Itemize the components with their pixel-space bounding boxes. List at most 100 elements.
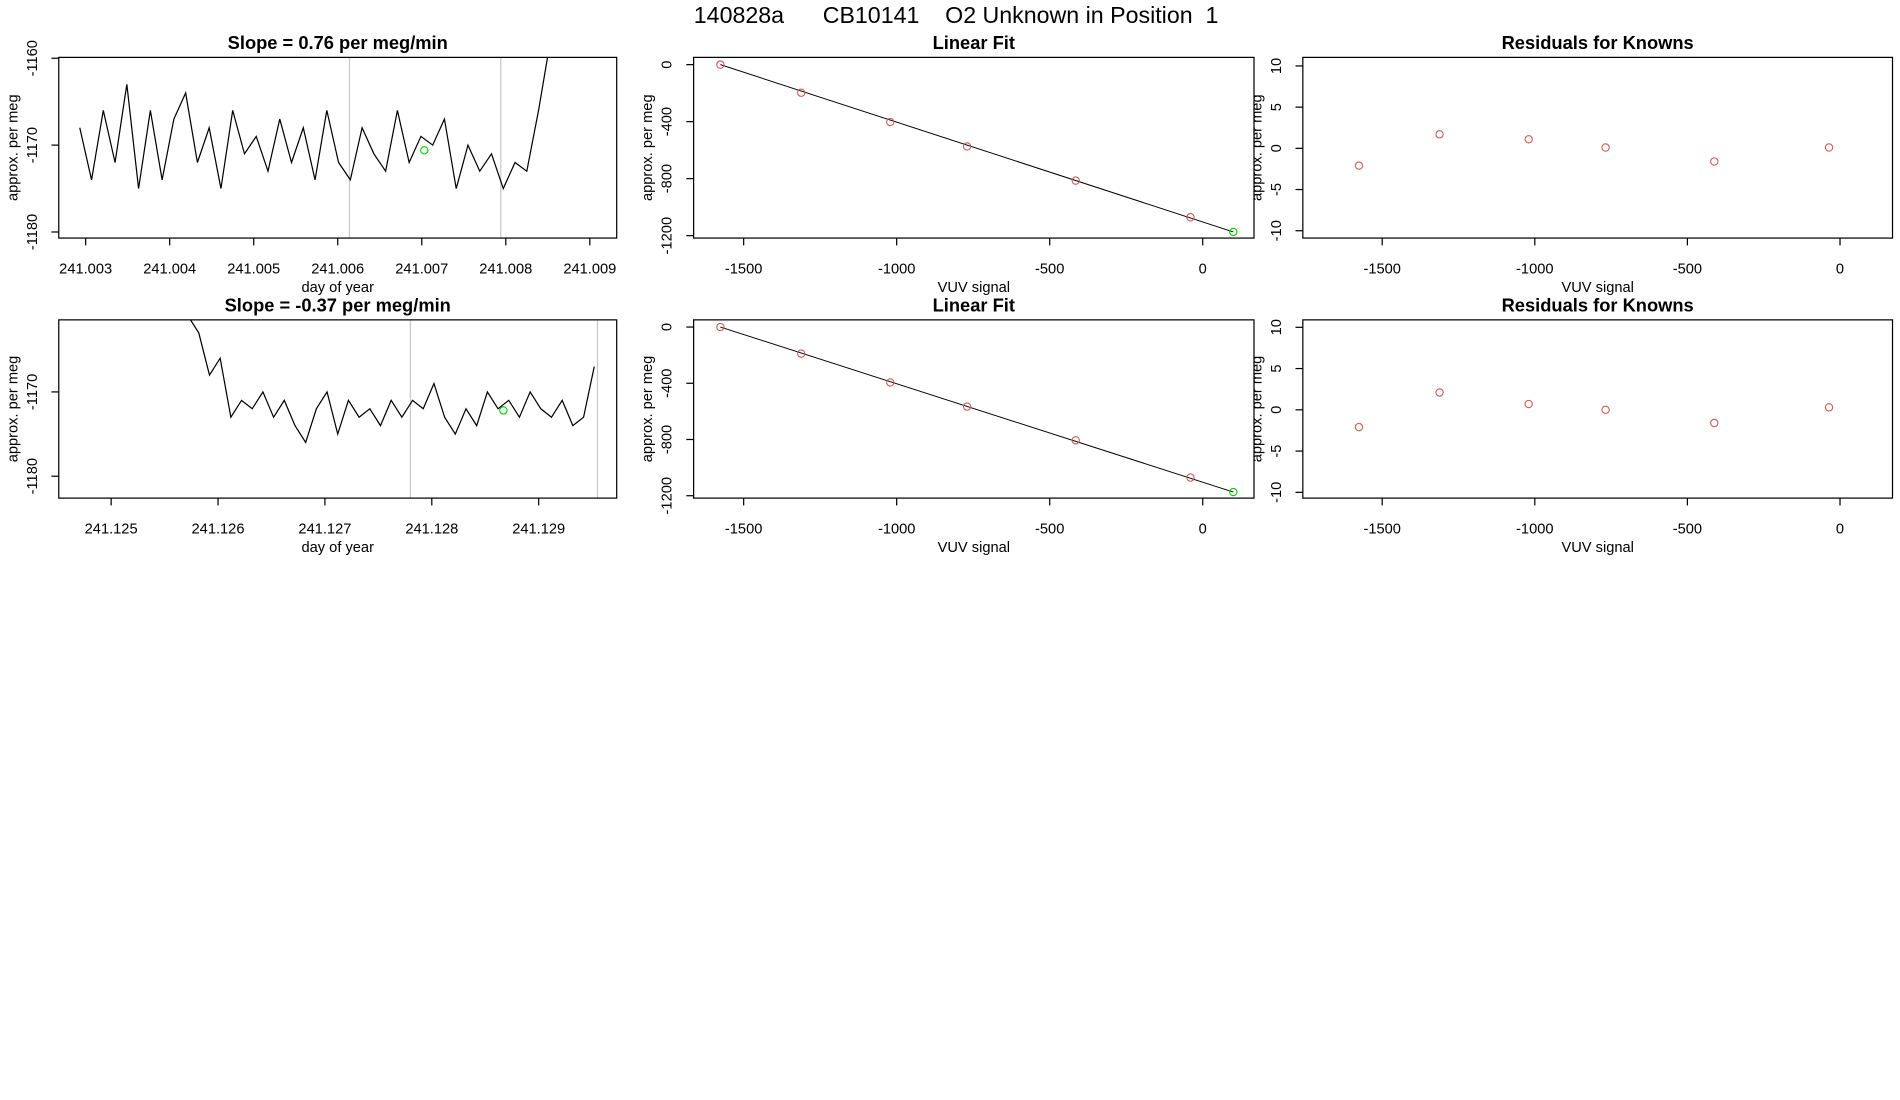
y-tick-label: -1180: [25, 214, 41, 250]
data-point: [1071, 176, 1080, 185]
y-tick-label: -400: [660, 107, 676, 136]
plot-frame: [693, 319, 1255, 499]
x-tick-label: 241.125: [85, 522, 138, 538]
x-tick-label: -1500: [725, 261, 762, 277]
x-tick-label: 241.003: [59, 261, 112, 277]
y-tick-label: -1170: [25, 374, 41, 410]
panel: [79, 57, 549, 239]
chart-title: Linear Fit: [933, 294, 1015, 315]
page-title: 140828a CB10141 O2 Unknown in Position 1: [694, 2, 1219, 28]
chart-title: Slope = 0.76 per meg/min: [228, 32, 448, 53]
x-axis-label: VUV signal: [1561, 540, 1633, 556]
y-tick-label: 5: [1269, 364, 1285, 372]
data-point: [962, 402, 972, 411]
data-point: [1354, 422, 1364, 432]
y-tick-label: -5: [1269, 183, 1285, 196]
x-tick-label: 241.006: [311, 261, 364, 277]
data-point: [1071, 436, 1080, 445]
y-tick-label: -1160: [25, 40, 41, 76]
x-tick-label: 241.005: [227, 261, 280, 277]
y-tick-label: -800: [660, 164, 676, 193]
data-point: [1229, 487, 1238, 497]
y-tick-label: 0: [1269, 144, 1285, 152]
y-tick-label: -1180: [25, 458, 41, 494]
y-axis-label: approx. per meg: [1249, 356, 1265, 463]
data-point: [1710, 418, 1719, 428]
x-tick-label: -500: [1035, 261, 1064, 277]
x-tick-label: 241.008: [479, 261, 532, 277]
fit-line: [720, 64, 1234, 233]
panel: [716, 322, 1238, 497]
x-tick-label: 0: [1199, 261, 1207, 277]
plot-frame: [58, 56, 618, 239]
x-axis-label: VUV signal: [938, 280, 1010, 296]
data-point: [796, 88, 806, 97]
x-tick-label: -1500: [725, 522, 762, 538]
panel: [189, 319, 599, 499]
x-tick-label: -500: [1673, 522, 1702, 538]
x-tick-label: -500: [1035, 522, 1064, 538]
data-point: [1524, 399, 1533, 409]
x-tick-label: -1000: [1516, 522, 1553, 538]
y-tick-label: -1200: [660, 477, 676, 514]
data-point: [1186, 473, 1195, 482]
y-tick-label: 10: [1269, 319, 1285, 335]
data-point: [716, 60, 725, 69]
x-axis-label: VUV signal: [938, 540, 1010, 556]
plot-frame: [693, 56, 1255, 239]
data-point: [1824, 143, 1834, 152]
y-tick-label: 0: [660, 61, 676, 69]
x-tick-label: -500: [1673, 261, 1702, 277]
x-tick-label: 241.126: [192, 522, 245, 538]
data-point: [1186, 213, 1195, 222]
y-tick-label: -1170: [25, 127, 41, 163]
y-axis-label: approx. per meg: [640, 94, 656, 201]
plot-frame: [1302, 56, 1894, 239]
x-tick-label: -1000: [1516, 261, 1553, 277]
y-tick-label: -10: [1269, 220, 1285, 241]
data-point: [1601, 405, 1610, 415]
x-tick-label: 241.009: [563, 261, 616, 277]
x-tick-label: 241.004: [143, 261, 196, 277]
x-tick-label: 241.007: [395, 261, 448, 277]
x-axis-label: day of year: [302, 280, 375, 296]
x-axis-label: day of year: [302, 540, 375, 556]
x-tick-label: -1500: [1363, 522, 1400, 538]
y-tick-label: -10: [1269, 482, 1285, 503]
x-tick-label: 0: [1836, 522, 1844, 538]
data-point: [886, 378, 895, 387]
x-tick-label: 241.129: [512, 522, 565, 538]
y-tick-label: 0: [1269, 406, 1285, 414]
panel: [1354, 130, 1834, 170]
y-tick-label: -1200: [660, 217, 676, 254]
x-tick-label: 241.127: [298, 522, 351, 538]
plot-frame: [1302, 319, 1894, 499]
data-point: [1354, 161, 1364, 170]
chart-title: Slope = -0.37 per meg/min: [225, 294, 451, 315]
x-tick-label: -1000: [878, 261, 915, 277]
y-tick-label: 0: [660, 323, 676, 331]
data-point: [962, 142, 972, 151]
y-tick-label: -800: [660, 425, 676, 454]
y-tick-label: 5: [1269, 103, 1285, 111]
x-tick-label: 241.128: [405, 522, 458, 538]
y-axis-label: approx. per meg: [640, 356, 656, 463]
data-point: [1824, 403, 1834, 412]
y-axis-label: approx. per meg: [1249, 94, 1265, 201]
chart-title: Residuals for Knowns: [1502, 32, 1694, 53]
data-line: [189, 319, 595, 444]
x-tick-label: -1500: [1363, 261, 1400, 277]
data-point: [1710, 157, 1719, 166]
panel: [1354, 388, 1834, 432]
data-point: [1524, 135, 1533, 144]
data-point: [886, 117, 895, 127]
data-point: [1229, 227, 1238, 237]
data-line: [79, 57, 549, 191]
x-tick-label: 0: [1199, 522, 1207, 538]
data-point: [420, 146, 429, 155]
data-point: [796, 349, 806, 358]
y-axis-label: approx. per meg: [5, 356, 21, 463]
y-tick-label: -400: [660, 369, 676, 398]
y-axis-label: approx. per meg: [5, 94, 21, 201]
